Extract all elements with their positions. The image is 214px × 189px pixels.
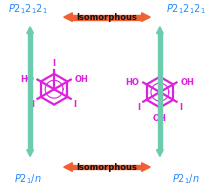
Text: $P2_1/n$: $P2_1/n$ [14,173,42,187]
Text: I: I [158,62,161,71]
Text: OH: OH [180,77,194,87]
FancyArrow shape [156,150,163,156]
Text: OH: OH [74,75,88,84]
Bar [72,15,142,19]
FancyArrow shape [156,27,163,33]
FancyArrow shape [64,13,72,21]
Text: $P2_12_12_1$: $P2_12_12_1$ [8,2,48,16]
FancyArrow shape [142,13,150,21]
Text: Isomorphous: Isomorphous [77,163,137,172]
FancyArrow shape [64,163,72,171]
Bar [28,33,32,150]
Text: HO: HO [126,77,140,87]
Bar [72,165,142,170]
Text: I: I [53,59,56,68]
Text: HO: HO [20,75,34,84]
Text: $P2_12_12_1$: $P2_12_12_1$ [166,2,206,16]
Text: I: I [179,103,182,112]
Text: OH: OH [153,114,167,123]
FancyArrow shape [142,163,150,171]
FancyArrow shape [27,150,33,156]
Text: I: I [32,100,35,109]
Text: Isomorphous: Isomorphous [77,13,137,22]
Text: $P2_1/n$: $P2_1/n$ [172,173,200,187]
Bar [158,33,162,150]
Text: I: I [137,103,140,112]
Text: I: I [74,100,77,109]
FancyArrow shape [27,27,33,33]
